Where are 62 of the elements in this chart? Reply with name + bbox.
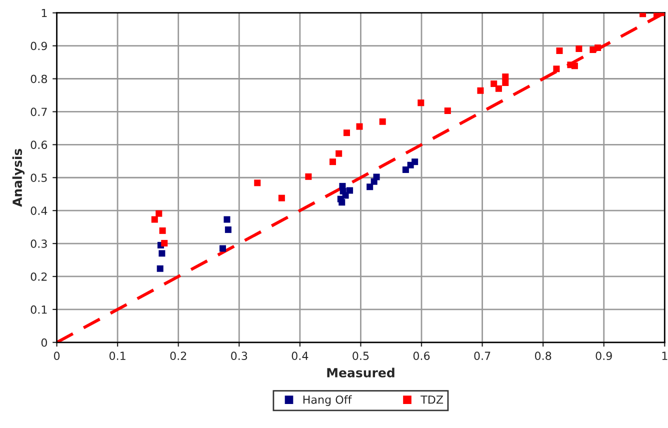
point [490, 80, 498, 87]
point [305, 173, 312, 180]
y-tick-label: 0.3 [30, 240, 47, 248]
x-tick-label: 0.5 [352, 352, 369, 360]
point [366, 184, 374, 190]
point [571, 62, 578, 70]
legend-label: TDZ [420, 396, 444, 404]
y-tick-label: 1 [42, 8, 47, 18]
point [278, 194, 285, 202]
point [502, 79, 509, 86]
y-tick-label: 0.6 [30, 140, 48, 150]
x-axis-title: Measured [327, 368, 394, 378]
point [556, 47, 563, 54]
x-tick-label: 0.4 [292, 352, 308, 360]
y-tick-label: 0.7 [30, 108, 47, 116]
point [346, 187, 354, 194]
x-tick-label: 0.1 [109, 352, 126, 360]
point [330, 158, 336, 166]
y-tick-label: 0.4 [30, 206, 48, 215]
point [161, 240, 168, 246]
y-tick-label: 0 [41, 338, 48, 347]
x-tick-label: 1 [662, 352, 668, 360]
point [379, 118, 386, 125]
y-tick-label: 0.9 [30, 42, 47, 50]
point [336, 150, 342, 157]
x-tick-label: 0.9 [596, 352, 612, 360]
point [553, 66, 560, 72]
point [159, 227, 166, 234]
point [502, 74, 509, 80]
x-tick-label: 0.8 [534, 352, 552, 360]
point [356, 123, 363, 130]
point [418, 100, 424, 106]
legend-label: Hang Off [303, 395, 352, 406]
point [477, 87, 484, 94]
x-tick-label: 0.7 [474, 352, 490, 360]
point [594, 44, 602, 52]
y-tick-label: 0.1 [30, 305, 47, 314]
point [412, 158, 418, 166]
point [151, 216, 158, 223]
point [444, 107, 451, 114]
point [338, 199, 346, 206]
point [254, 180, 261, 186]
x-tick-label: 0 [54, 352, 60, 360]
x-tick-label: 0.2 [170, 352, 186, 360]
y-axis-title: Analysis [12, 148, 25, 207]
point [640, 12, 646, 18]
point [373, 174, 380, 180]
point [576, 46, 582, 52]
y-tick-label: 0.2 [30, 272, 47, 281]
y-tick-label: 0.8 [30, 74, 47, 84]
point [156, 265, 164, 272]
x-tick-label: 0.3 [231, 352, 248, 360]
point [219, 245, 226, 252]
point [402, 166, 409, 173]
point [158, 250, 166, 257]
point [343, 130, 350, 136]
point [495, 85, 502, 92]
x-tick-label: 0.6 [413, 352, 430, 360]
point [224, 216, 230, 223]
point [156, 210, 162, 217]
point [224, 226, 232, 233]
y-tick-label: 0.5 [30, 174, 47, 182]
